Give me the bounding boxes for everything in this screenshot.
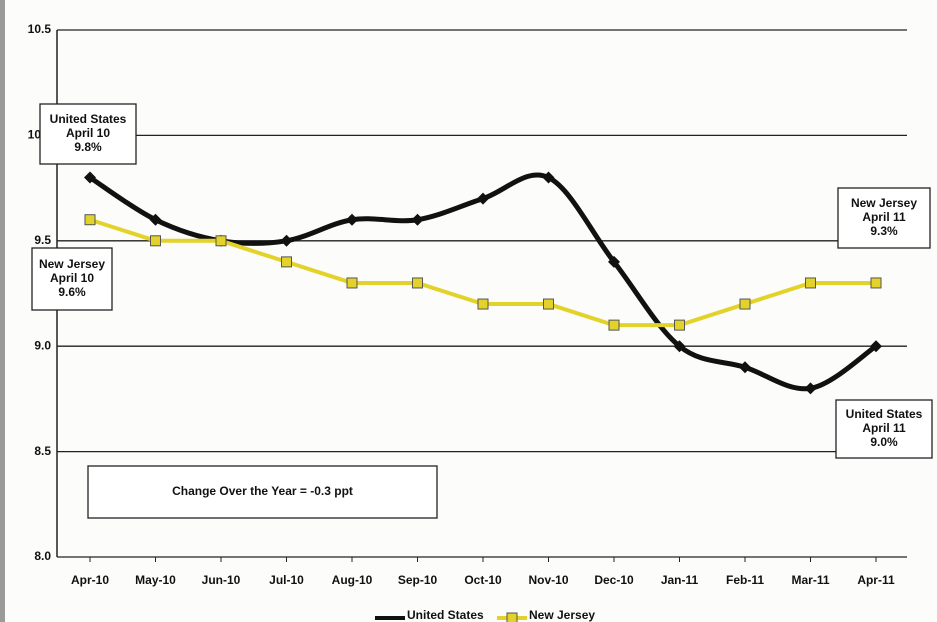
marker [870, 277, 882, 289]
x-tick-label: Dec-10 [594, 573, 634, 587]
marker [477, 298, 489, 310]
y-tick-label: 10.5 [28, 22, 52, 36]
annotation-box [31, 247, 113, 311]
marker [84, 171, 96, 184]
marker [281, 256, 292, 268]
annotation-text: New Jersey [39, 257, 105, 271]
x-tick-label: Oct-10 [464, 573, 502, 587]
edge [0, 0, 5, 622]
x-tick-label: Apr-10 [71, 573, 109, 587]
annotation-text: Change Over the Year = -0.3 ppt [172, 484, 353, 498]
marker [804, 382, 817, 395]
x-tick-label: May-10 [135, 573, 176, 587]
annotation-text: April 10 [50, 271, 94, 285]
marker [412, 277, 423, 289]
x-tick-label: Jan-11 [661, 573, 699, 587]
annotation-text: New Jersey [851, 196, 917, 210]
annotation-text: April 11 [862, 421, 906, 435]
annotation-box [39, 103, 137, 165]
x-tick-label: Mar-11 [791, 573, 829, 587]
marker [84, 214, 96, 226]
marker [739, 361, 751, 374]
legend-label: United States [407, 608, 484, 622]
marker [608, 319, 620, 331]
annotation-text: 9.6% [58, 285, 86, 299]
y-tick-label: 8.5 [34, 444, 51, 458]
annotation-text: April 11 [862, 210, 906, 224]
annotation-box [837, 187, 931, 249]
marker [215, 235, 227, 247]
annotation-text: 9.8% [74, 140, 102, 154]
y-tick-label: 9.5 [34, 233, 51, 247]
x-tick-label: Sep-10 [398, 573, 438, 587]
marker [739, 298, 751, 310]
annotation-text: United States [50, 112, 127, 126]
x-tick-label: Feb-11 [726, 573, 764, 587]
marker [674, 319, 685, 331]
annotation-box [835, 399, 933, 459]
annotation-text: 9.0% [870, 435, 898, 449]
annotation-text: April 10 [66, 126, 110, 140]
x-tick-label: Aug-10 [332, 573, 373, 587]
x-tick-label: Apr-11 [857, 573, 895, 587]
marker [149, 213, 162, 226]
marker [411, 213, 424, 226]
y-tick-label: 9.0 [34, 338, 51, 352]
marker [805, 277, 816, 289]
marker [608, 255, 620, 268]
legend-label: New Jersey [529, 608, 595, 622]
marker [673, 340, 686, 353]
marker [280, 234, 293, 247]
marker [477, 192, 489, 205]
y-tick-label: 8.0 [34, 549, 51, 563]
legend-marker [506, 612, 518, 622]
x-tick-label: Nov-10 [528, 573, 568, 587]
marker [870, 340, 882, 353]
annotation-box [87, 465, 438, 519]
marker [543, 298, 554, 310]
marker [542, 171, 555, 184]
annotation-text: 9.3% [870, 224, 898, 238]
x-tick-label: Jun-10 [202, 573, 241, 587]
marker [150, 235, 161, 247]
marker [346, 277, 358, 289]
annotation-text: United States [846, 407, 923, 421]
marker [346, 213, 358, 226]
x-tick-label: Jul-10 [269, 573, 304, 587]
